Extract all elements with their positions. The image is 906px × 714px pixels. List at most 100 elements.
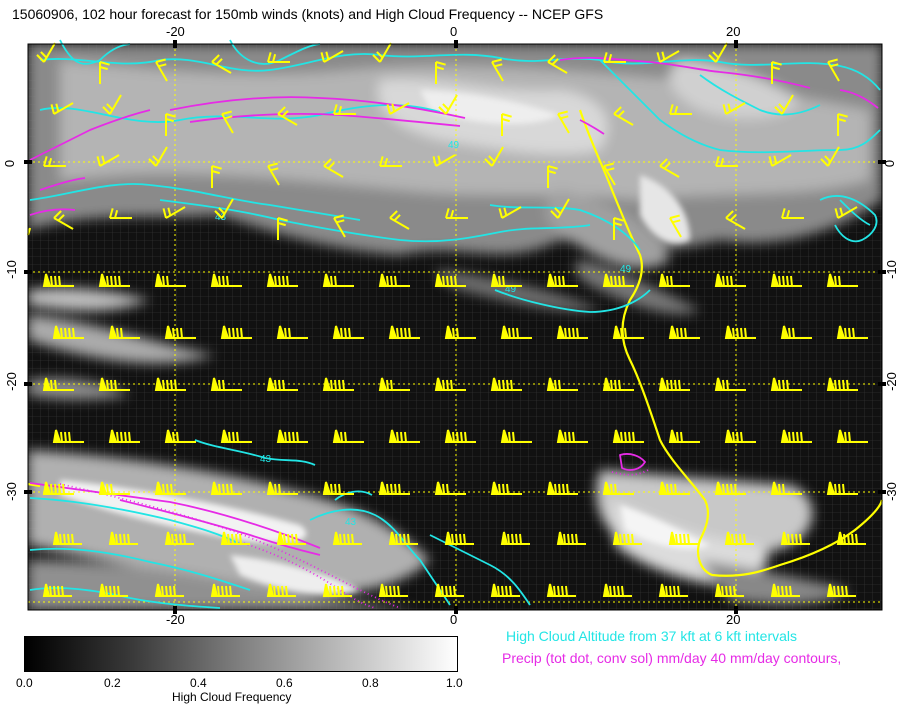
contour-label: 49 xyxy=(620,264,632,275)
wind-barb xyxy=(42,273,74,287)
wind-barb xyxy=(108,325,140,339)
wind-barb xyxy=(220,531,250,545)
wind-barb xyxy=(434,583,464,597)
graticule xyxy=(28,44,882,610)
wind-barb xyxy=(602,273,634,287)
wind-barb xyxy=(277,217,288,240)
wind-barb xyxy=(770,481,802,495)
wind-barb xyxy=(668,429,700,443)
wind-barb xyxy=(770,583,800,597)
wind-barb xyxy=(770,377,802,391)
wind-barb xyxy=(438,94,458,115)
cloud-altitude-legend: High Cloud Altitude from 37 kft at 6 kft… xyxy=(506,628,798,644)
x-tick-top: -20 xyxy=(166,24,185,39)
colorbar-label: 0.2 xyxy=(104,676,121,690)
colorbar xyxy=(24,636,458,672)
wind-barb xyxy=(669,104,692,115)
wind-barb xyxy=(36,42,56,63)
wind-barb xyxy=(836,429,868,443)
wind-barb xyxy=(724,429,756,443)
wind-barb xyxy=(43,156,66,167)
wind-barb xyxy=(602,583,632,597)
wind-barb xyxy=(546,273,578,287)
wind-barb xyxy=(389,210,410,230)
wind-barb xyxy=(498,206,522,219)
wind-barb xyxy=(501,113,512,136)
wind-barb xyxy=(546,481,578,495)
wind-barb xyxy=(52,531,82,545)
colorbar-label: 0.8 xyxy=(362,676,379,690)
colorbar-label: 0.4 xyxy=(190,676,207,690)
frame-ticks xyxy=(24,40,886,614)
wind-barb xyxy=(52,325,84,339)
wind-barb xyxy=(386,102,410,115)
wind-barb xyxy=(500,325,532,339)
wind-barb xyxy=(266,583,296,597)
wind-barb xyxy=(659,158,680,178)
wind-barb xyxy=(322,377,354,391)
precip-legend: Precip (tot dot, conv sol) mm/day 40 mm/… xyxy=(502,650,842,666)
wind-barb xyxy=(266,273,298,287)
wind-barb xyxy=(444,429,476,443)
wind-barb xyxy=(214,198,234,219)
wind-barb xyxy=(322,481,354,495)
precip-contours xyxy=(29,56,879,556)
wind-barb xyxy=(165,113,176,136)
wind-barb xyxy=(333,104,356,115)
wind-barb xyxy=(154,583,184,597)
wind-barb xyxy=(603,52,626,63)
wind-barb xyxy=(547,165,558,188)
wind-barb xyxy=(656,50,680,63)
wind-barb xyxy=(837,113,848,136)
wind-barb xyxy=(164,429,196,443)
x-tick-bottom: -20 xyxy=(166,612,185,627)
wind-barb xyxy=(378,273,410,287)
wind-barb xyxy=(96,154,120,167)
wind-barb xyxy=(781,208,804,219)
wind-barb xyxy=(378,583,408,597)
wind-barb xyxy=(550,198,570,219)
wind-barb xyxy=(613,217,624,240)
wind-barb xyxy=(444,325,476,339)
wind-barb xyxy=(547,54,568,74)
wind-barb xyxy=(714,481,746,495)
wind-barb xyxy=(164,531,194,545)
wind-barb xyxy=(491,58,504,82)
map-title: 15060906, 102 hour forecast for 150mb wi… xyxy=(12,6,604,22)
wind-barb xyxy=(266,481,298,495)
wind-barb xyxy=(827,58,840,82)
wind-barbs xyxy=(36,42,868,597)
wind-barb xyxy=(322,583,352,597)
wind-barb xyxy=(98,583,128,597)
wind-barb xyxy=(276,429,308,443)
wind-barb xyxy=(603,162,616,186)
wind-barb xyxy=(323,158,344,178)
wind-barb xyxy=(658,273,690,287)
wind-barb xyxy=(220,325,252,339)
wind-barb xyxy=(102,94,122,115)
wind-barb xyxy=(836,531,866,545)
wind-barb xyxy=(820,146,840,167)
wind-barb xyxy=(780,531,810,545)
wind-barb xyxy=(432,154,456,167)
contour-label: 49 xyxy=(448,140,460,151)
precip-dotted xyxy=(59,469,649,609)
wind-barb xyxy=(613,106,634,126)
wind-barb xyxy=(484,146,504,167)
wind-barb xyxy=(322,273,354,287)
wind-barb xyxy=(42,583,72,597)
wind-barb xyxy=(612,325,644,339)
wind-barb xyxy=(388,429,420,443)
wind-barb xyxy=(372,42,392,63)
wind-barb xyxy=(722,102,746,115)
wind-barb xyxy=(724,325,756,339)
wind-barb xyxy=(332,531,362,545)
x-tick-top: 0 xyxy=(450,24,458,39)
wind-barb xyxy=(826,583,856,597)
wind-barb xyxy=(267,162,280,186)
wind-barb xyxy=(42,377,74,391)
wind-barb xyxy=(434,273,466,287)
wind-barb xyxy=(154,481,186,495)
wind-barb xyxy=(490,583,520,597)
wind-barb xyxy=(220,429,252,443)
